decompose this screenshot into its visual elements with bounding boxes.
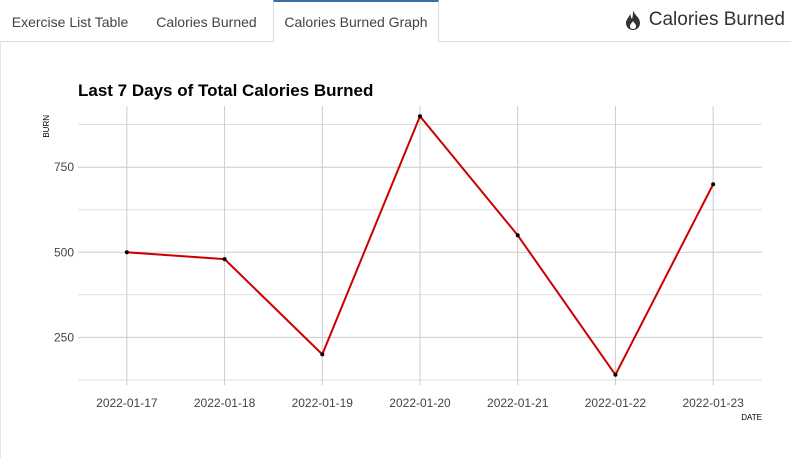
y-tick-label: 750 (54, 160, 74, 174)
brand: Calories Burned (625, 6, 785, 34)
fire-icon (625, 10, 640, 30)
data-point (711, 182, 716, 187)
x-tick-label: 2022-01-22 (585, 396, 647, 410)
tab-exercise-list-table[interactable]: Exercise List Table (11, 14, 129, 30)
x-tick-label: 2022-01-19 (292, 396, 354, 410)
graph-panel: Last 7 Days of Total Calories Burned BUR… (0, 42, 791, 458)
data-point (515, 233, 520, 238)
data-point (124, 250, 129, 255)
data-point (222, 257, 227, 262)
calories-line-chart: Last 7 Days of Total Calories Burned BUR… (42, 81, 762, 422)
data-point (320, 352, 325, 357)
y-tick-label: 500 (54, 245, 74, 259)
tab-calories-burned[interactable]: Calories Burned (156, 14, 257, 30)
x-tick-label: 2022-01-23 (682, 396, 744, 410)
x-axis-label: DATE (741, 413, 762, 422)
x-tick-label: 2022-01-20 (389, 396, 451, 410)
tab-calories-burned-graph[interactable]: Calories Burned Graph (273, 0, 439, 43)
data-point (418, 114, 422, 119)
x-tick-label: 2022-01-21 (487, 396, 549, 410)
y-axis-label: BURN (42, 115, 51, 138)
x-tick-label: 2022-01-17 (96, 396, 158, 410)
brand-title: Calories Burned (648, 9, 785, 30)
data-point (613, 372, 618, 377)
x-tick-label: 2022-01-18 (194, 396, 256, 410)
y-tick-label: 250 (54, 330, 74, 344)
chart-title: Last 7 Days of Total Calories Burned (78, 81, 373, 100)
tab-bar: Exercise List Table Calories Burned Calo… (0, 0, 791, 43)
